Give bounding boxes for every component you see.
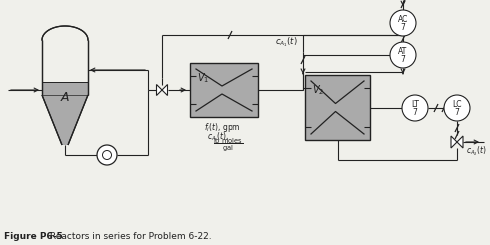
Polygon shape [457,136,463,148]
Text: Figure P6-5: Figure P6-5 [4,232,63,241]
Text: $f_i(t)$, gpm: $f_i(t)$, gpm [204,121,240,134]
Text: Reactors in series for Problem 6-22.: Reactors in series for Problem 6-22. [47,232,212,241]
Text: 7: 7 [400,24,405,32]
Polygon shape [162,85,168,96]
Text: $V_2$: $V_2$ [312,83,324,97]
Text: 7: 7 [455,109,460,117]
Text: AC: AC [398,15,408,24]
Polygon shape [156,85,162,96]
Text: AT: AT [398,47,408,56]
Polygon shape [451,136,457,148]
Bar [42,82,88,95]
Text: $V_1$: $V_1$ [197,71,209,85]
Circle shape [402,95,428,121]
Text: $c_{A_1}(t)$: $c_{A_1}(t)$ [274,36,297,49]
Text: $\dfrac{\rm lb\ moles}{\rm gal}$: $\dfrac{\rm lb\ moles}{\rm gal}$ [213,137,243,154]
Text: 7: 7 [400,55,405,64]
Circle shape [390,10,416,36]
Text: 7: 7 [413,109,417,117]
Bar [305,75,370,140]
Circle shape [97,145,117,165]
Text: LT: LT [411,100,419,109]
Circle shape [444,95,470,121]
Text: LC: LC [452,100,462,109]
Text: A: A [61,90,69,103]
Circle shape [390,42,416,68]
Text: $c_{A_2}(t)$: $c_{A_2}(t)$ [466,144,487,158]
Bar [190,63,258,117]
Text: $c_{A_i}(t)$,: $c_{A_i}(t)$, [207,130,229,144]
Polygon shape [42,95,88,145]
